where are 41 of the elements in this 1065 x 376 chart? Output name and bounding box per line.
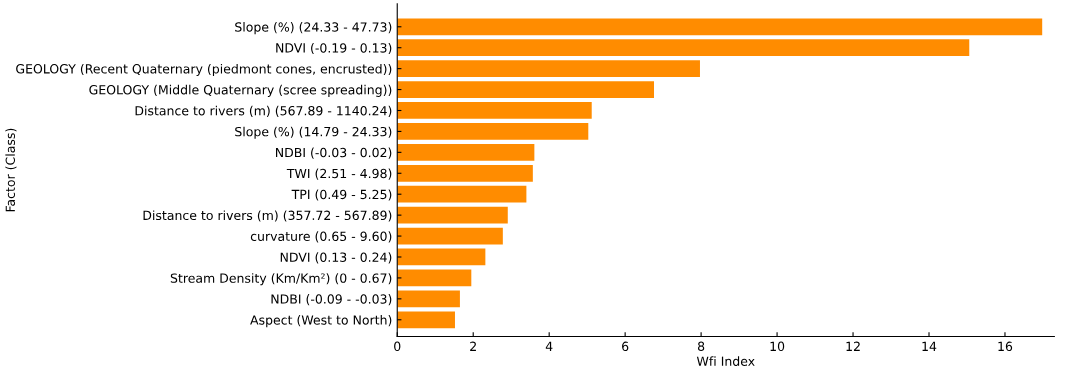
x-tick-label: 16 (998, 341, 1013, 352)
bar (397, 143, 535, 161)
bar (397, 123, 589, 140)
x-tick-label: 14 (922, 341, 937, 351)
x-axis-title: Wfi Index (696, 356, 755, 366)
y-tick-label: GEOLOGY (Recent Quaternary (piedmont cones, encrusted)) (16, 63, 392, 76)
y-tick-label: NDVI (0.13 - 0.24) (280, 252, 392, 264)
x-tick-label: 4 (545, 341, 553, 351)
y-tick-label: Aspect (West to North) (250, 315, 392, 328)
y-tick-label: NDBI (-0.03 - 0.02) (276, 147, 392, 159)
y-tick-label: NDBI (-0.09 - -0.03) (271, 294, 392, 306)
y-tick-label: TPI (0.49 - 5.25) (291, 189, 392, 201)
bar (397, 185, 527, 203)
y-tick-label: Stream Density (Km/Km²) (0 - 0.67) (170, 273, 392, 286)
bar (397, 248, 486, 266)
bar (397, 18, 1043, 36)
bar (397, 206, 508, 224)
bar (397, 39, 970, 57)
y-tick-label: TWI (2.51 - 4.98) (286, 168, 392, 180)
bar (397, 311, 455, 329)
bar (397, 290, 460, 308)
x-tick-label: 2 (470, 341, 476, 351)
x-tick-label: 6 (622, 341, 629, 352)
bar (397, 102, 592, 119)
bar (397, 164, 533, 182)
bar (397, 227, 503, 245)
bar (397, 60, 700, 78)
y-tick-label: Slope (%) (24.33 - 47.73) (235, 22, 392, 35)
y-tick-label: Distance to rivers (m) (357.72 - 567.89) (143, 210, 392, 222)
x-tick-label: 10 (770, 341, 785, 352)
x-tick-label: 0 (394, 341, 401, 352)
y-axis-title: Factor (Class) (5, 128, 17, 212)
x-tick-label: 8 (697, 341, 705, 352)
y-tick-label: NDVI (-0.19 - 0.13) (276, 42, 392, 55)
bar (397, 81, 655, 98)
y-tick-label: Slope (%) (14.79 - 24.33) (235, 126, 392, 139)
y-tick-label: GEOLOGY (Middle Quaternary (scree spreading)) (89, 84, 392, 97)
bar (397, 269, 472, 287)
y-tick-label: curvature (0.65 - 9.60) (250, 231, 392, 243)
x-tick-label: 12 (846, 341, 860, 351)
y-tick-label: Distance to rivers (m) (567.89 - 1140.24) (135, 105, 392, 117)
